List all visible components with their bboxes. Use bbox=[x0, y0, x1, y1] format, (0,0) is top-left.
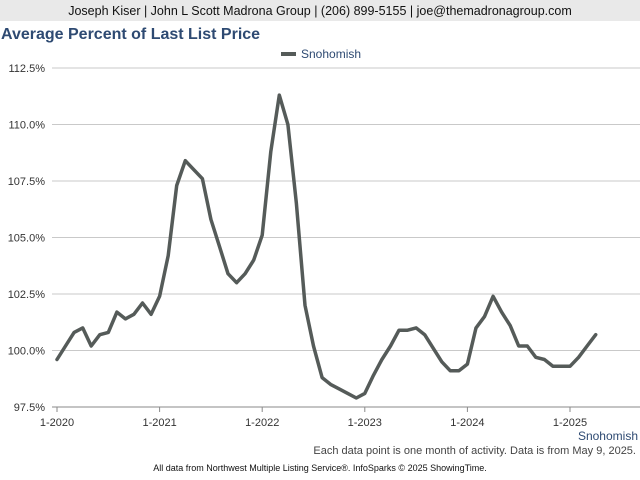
x-tick-label: 1-2025 bbox=[553, 417, 587, 429]
data-point bbox=[355, 397, 358, 399]
data-point bbox=[210, 218, 212, 221]
data-point bbox=[201, 177, 204, 180]
data-point bbox=[90, 345, 92, 347]
data-point bbox=[235, 281, 238, 284]
data-point bbox=[569, 365, 571, 368]
data-point bbox=[312, 345, 315, 347]
data-point bbox=[466, 363, 469, 365]
data-point bbox=[346, 392, 349, 395]
data-point bbox=[338, 388, 340, 390]
data-point bbox=[543, 358, 546, 361]
data-point bbox=[372, 374, 375, 377]
data-point bbox=[449, 370, 452, 372]
data-point bbox=[577, 356, 580, 359]
data-point bbox=[475, 327, 477, 329]
data-point bbox=[389, 345, 392, 347]
data-point bbox=[415, 327, 417, 329]
legend-label: Snohomish bbox=[301, 47, 362, 61]
chart-title: Average Percent of Last List Price bbox=[1, 26, 261, 43]
data-point bbox=[98, 333, 101, 336]
data-point bbox=[244, 272, 246, 275]
series-label: Snohomish bbox=[577, 429, 638, 443]
data-point bbox=[150, 313, 152, 316]
data-point bbox=[81, 327, 84, 329]
data-point bbox=[535, 356, 537, 359]
y-tick-label: 107.5% bbox=[8, 176, 46, 188]
data-point bbox=[552, 365, 554, 368]
data-point bbox=[586, 345, 588, 347]
data-point bbox=[517, 345, 520, 347]
data-point bbox=[261, 234, 264, 237]
data-point bbox=[287, 123, 289, 126]
data-point bbox=[560, 365, 563, 368]
data-point bbox=[278, 94, 281, 96]
x-tick-label: 1-2023 bbox=[348, 417, 382, 429]
data-note: Each data point is one month of activity… bbox=[313, 445, 636, 457]
data-point bbox=[107, 331, 110, 334]
series-line bbox=[55, 93, 598, 400]
contact-header: Joseph Kiser | John L Scott Madrona Grou… bbox=[0, 0, 640, 21]
y-tick-label: 97.5% bbox=[14, 402, 45, 414]
data-point bbox=[321, 376, 323, 379]
data-point bbox=[500, 311, 503, 313]
data-point bbox=[509, 324, 511, 327]
chart-legend: Snohomish bbox=[281, 47, 361, 61]
y-tick-label: 100.0% bbox=[8, 346, 46, 358]
x-tick-label: 1-2021 bbox=[142, 417, 176, 429]
y-tick-label: 105.0% bbox=[8, 233, 46, 245]
legend-swatch bbox=[281, 52, 296, 56]
data-point bbox=[175, 184, 178, 187]
x-tick-label: 1-2020 bbox=[40, 417, 74, 429]
data-point bbox=[406, 329, 409, 331]
data-point bbox=[364, 392, 366, 395]
data-point bbox=[73, 331, 75, 334]
data-point bbox=[193, 168, 195, 171]
data-point bbox=[594, 333, 597, 336]
line-chart: 97.5% 100.0% 102.5% 105.0% 107.5% 110.0% 112.5… bbox=[8, 63, 640, 429]
data-point bbox=[167, 254, 169, 257]
x-tick-label: 1-2024 bbox=[450, 417, 484, 429]
data-point bbox=[56, 358, 58, 361]
data-point bbox=[304, 304, 306, 307]
data-point bbox=[227, 272, 229, 275]
data-point bbox=[184, 159, 187, 162]
data-point bbox=[526, 345, 529, 347]
data-point bbox=[218, 245, 221, 248]
data-point bbox=[483, 315, 486, 318]
data-point bbox=[398, 329, 400, 331]
data-point bbox=[458, 370, 460, 372]
data-point bbox=[381, 358, 383, 361]
data-point bbox=[252, 259, 255, 261]
data-point bbox=[64, 345, 67, 347]
x-tick-label: 1-2022 bbox=[245, 417, 279, 429]
data-point bbox=[329, 383, 332, 386]
data-point bbox=[141, 302, 144, 304]
data-point bbox=[432, 347, 435, 350]
y-tick-label: 110.0% bbox=[9, 120, 46, 132]
data-point bbox=[133, 313, 135, 316]
y-tick-label: 102.5% bbox=[8, 289, 46, 301]
data-point bbox=[158, 295, 161, 298]
data-point bbox=[295, 202, 298, 205]
data-point bbox=[440, 361, 443, 363]
data-point bbox=[116, 311, 118, 313]
y-tick-label: 112.5% bbox=[9, 63, 46, 75]
data-point bbox=[423, 333, 426, 336]
data-point bbox=[269, 150, 272, 153]
footer-credits: All data from Northwest Multiple Listing… bbox=[153, 463, 487, 473]
data-point bbox=[124, 318, 127, 320]
data-point bbox=[492, 295, 494, 298]
